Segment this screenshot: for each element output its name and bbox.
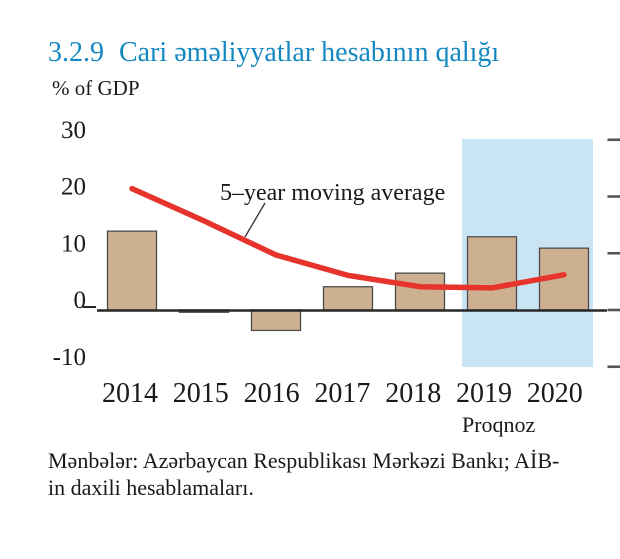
bar-2018 xyxy=(394,272,446,311)
bar-2019 xyxy=(466,236,518,311)
x-axis-label-2019: 2019 xyxy=(456,378,512,409)
source-note-line-1: Mənbələr: Azərbaycan Respublikası Mərkəz… xyxy=(48,448,560,473)
x-axis-label-2017: 2017 xyxy=(314,378,370,409)
bar-2017 xyxy=(322,286,374,311)
y-axis-unit-label: % of GDP xyxy=(52,76,140,100)
moving-average-line xyxy=(129,185,567,291)
y-tick-label-30: 30 xyxy=(61,117,86,144)
y-tick-label--10: -10 xyxy=(53,344,86,371)
x-axis-label-2014: 2014 xyxy=(102,378,158,409)
forecast-label: Proqnoz xyxy=(462,412,536,437)
y-tick-label-10: 10 xyxy=(61,230,86,257)
y-tick-label-20: 20 xyxy=(61,174,86,201)
figure-number: 3.2.9 xyxy=(48,37,104,68)
y-tick-label-0: 0 xyxy=(74,287,87,314)
bar-2014 xyxy=(106,230,158,311)
figure-title: 3.2.9 Cari əməliyyatlar hesabının qalığı xyxy=(48,38,499,67)
source-note: Mənbələr: Azərbaycan Respublikası Mərkəz… xyxy=(48,447,613,501)
figure-title-text: Cari əməliyyatlar hesabının qalığı xyxy=(119,37,500,68)
x-axis-label-2015: 2015 xyxy=(173,378,229,409)
x-axis-label-2018: 2018 xyxy=(385,378,441,409)
x-axis-label-2016: 2016 xyxy=(244,378,300,409)
moving-average-annotation: 5–year moving average xyxy=(220,180,446,206)
x-axis-label-2020: 2020 xyxy=(527,378,583,409)
bar-2016 xyxy=(250,309,302,332)
annotation-leader-line xyxy=(244,202,266,238)
source-note-line-2: in daxili hesablamaları. xyxy=(48,475,254,500)
